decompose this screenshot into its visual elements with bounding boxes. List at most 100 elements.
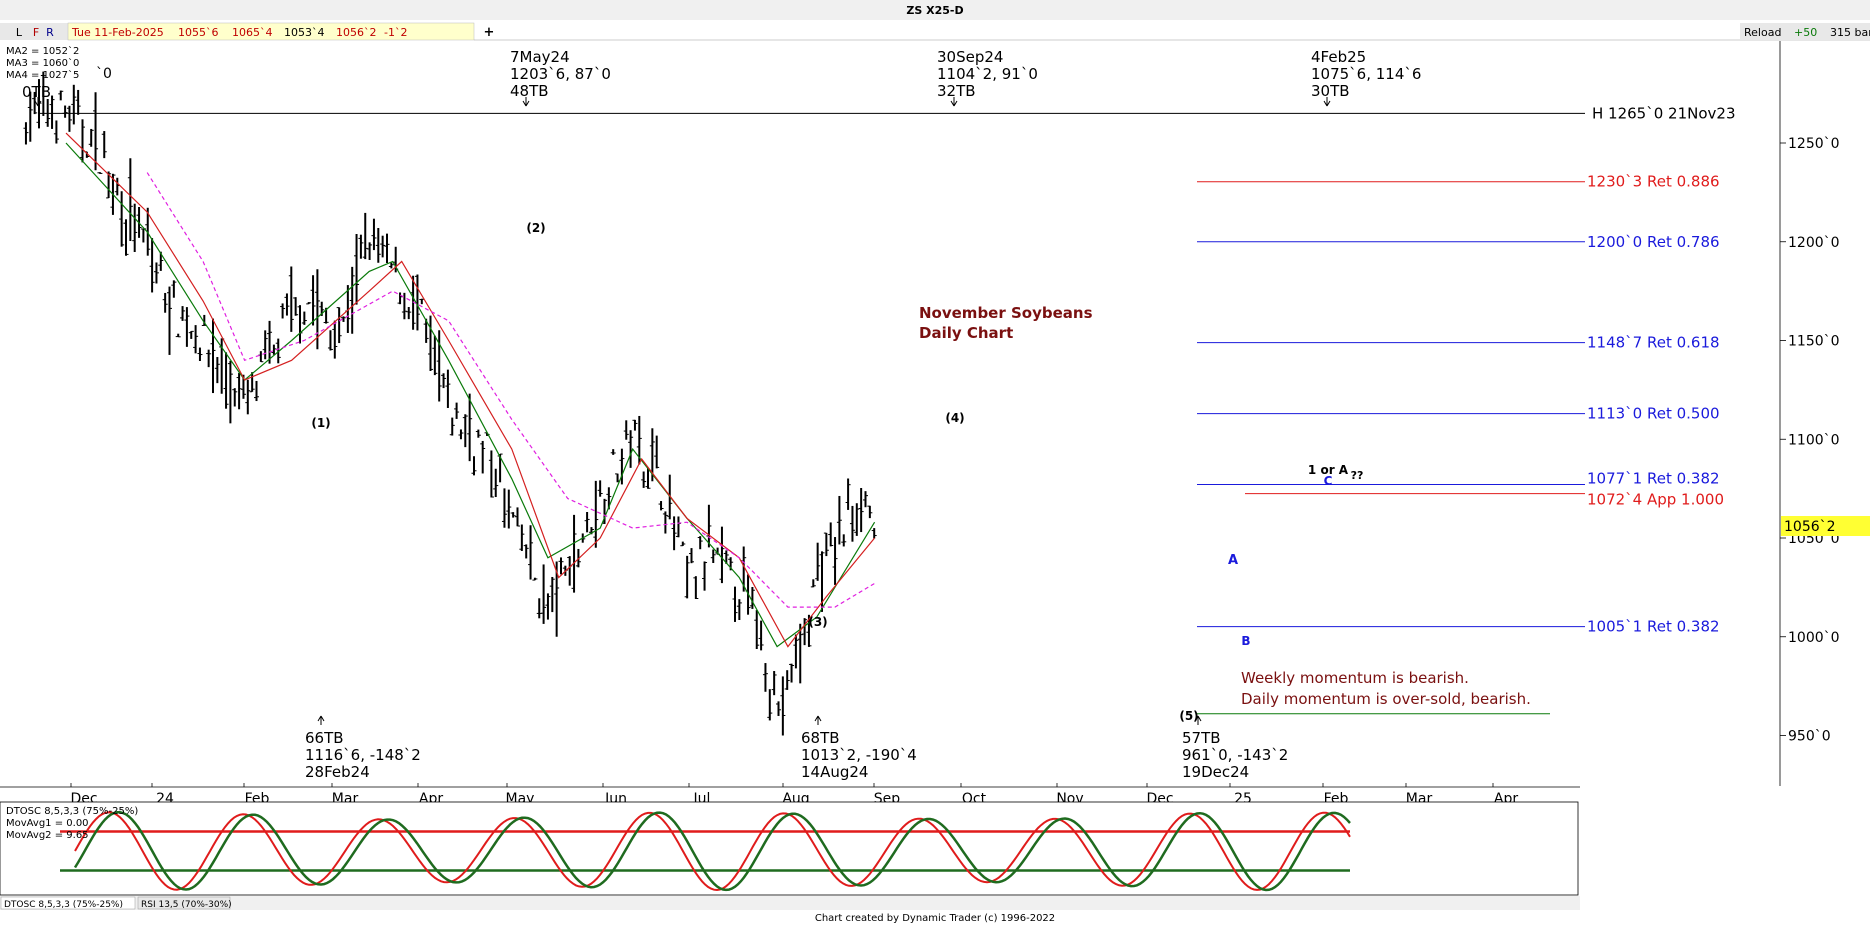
bars-delta: +50 — [1794, 26, 1817, 39]
y-tick-label: 1200`0 — [1788, 235, 1840, 251]
pivot-arrow — [34, 97, 42, 107]
pivot-label: 30TB — [1311, 82, 1350, 100]
last-price-label: 1056`2 — [1784, 519, 1836, 535]
wave-label: (5) — [1179, 709, 1198, 723]
window-title: ZS X25-D — [906, 4, 963, 17]
pivot-label: 66TB — [305, 729, 344, 747]
button-R[interactable]: R — [46, 26, 54, 39]
level-label: 1148`7 Ret 0.618 — [1587, 334, 1720, 352]
tab-dtosc[interactable]: DTOSC 8,5,3,3 (75%-25%) — [0, 896, 136, 910]
footer-credit: Chart created by Dynamic Trader (c) 1996… — [815, 913, 1055, 924]
level-label: 1072`4 App 1.000 — [1587, 491, 1724, 509]
last-price-box — [1781, 516, 1870, 536]
info-change: -1`2 — [384, 26, 407, 39]
wave-label: (3) — [808, 615, 827, 629]
level-label: 1200`0 Ret 0.786 — [1587, 233, 1720, 251]
reload-button[interactable]: Reload — [1744, 26, 1781, 39]
level-label: H 1265`0 21Nov23 — [1592, 104, 1735, 122]
osc-fast-line — [74, 811, 1351, 892]
info-close: 1056`2 — [336, 26, 377, 39]
pivot-label: 32TB — [937, 82, 976, 100]
button-F[interactable]: F — [33, 26, 39, 39]
annotation-daily: Daily momentum is over-sold, bearish. — [1241, 690, 1531, 708]
ma3-line — [65, 142, 876, 648]
wave-label: (2) — [526, 221, 545, 235]
info-low: 1053`4 — [284, 26, 325, 39]
info-high: 1065`4 — [232, 26, 273, 39]
pivot-label: 48TB — [510, 82, 549, 100]
level-label: 1230`3 Ret 0.886 — [1587, 173, 1720, 191]
y-tick-label: 1150`0 — [1788, 334, 1840, 350]
ma2-line — [65, 132, 876, 648]
button-L[interactable]: L — [16, 26, 23, 39]
info-bar — [67, 22, 475, 41]
svg-text:Reload: Reload — [1744, 26, 1781, 39]
svg-text:DTOSC 8,5,3,3 (75%-25%): DTOSC 8,5,3,3 (75%-25%) — [4, 900, 123, 910]
legend-partial: `0 — [96, 66, 112, 82]
pivot-label: 4Feb25 — [1311, 48, 1366, 66]
bars-count: 315 bars — [1830, 26, 1870, 39]
pivot-label: 1013`2, -190`4 — [801, 746, 917, 764]
pivot-arrow — [950, 97, 958, 107]
pivot-arrow — [522, 97, 530, 107]
osc-title: DTOSC 8,5,3,3 (75%-25%) — [6, 806, 138, 817]
pivot-label: 1116`6, -148`2 — [305, 746, 421, 764]
oscillator-lines — [60, 810, 1351, 892]
pivot-label: 14Aug24 — [801, 763, 868, 781]
level-label: 1005`1 Ret 0.382 — [1587, 618, 1720, 636]
pivot-label: 0TB — [22, 83, 51, 101]
y-tick-label: 1100`0 — [1788, 432, 1840, 448]
wave-label: B — [1241, 634, 1250, 648]
wave-label: 1 or A — [1308, 463, 1349, 477]
pivot-arrow — [1194, 715, 1202, 725]
pivot-label: 1104`2, 91`0 — [937, 65, 1038, 83]
wave-label: (1) — [311, 416, 330, 430]
y-tick-label: 1000`0 — [1788, 630, 1840, 646]
add-button[interactable]: + — [484, 25, 495, 40]
pivot-arrow — [317, 715, 325, 725]
pivot-arrow — [814, 715, 822, 725]
info-open: 1055`6 — [178, 26, 219, 39]
osc-series-1: MovAvg1 = 0.00 — [6, 818, 89, 829]
pivot-label: 1203`6, 87`0 — [510, 65, 611, 83]
pivot-label: 57TB — [1182, 729, 1221, 747]
ma3-legend: MA3 = 1060`0 — [6, 57, 79, 69]
annotation-weekly: Weekly momentum is bearish. — [1241, 669, 1469, 687]
wave-label: A — [1228, 553, 1238, 568]
wave-label: (4) — [945, 411, 964, 425]
osc-slow-line — [73, 810, 1351, 892]
price-bars — [23, 71, 877, 736]
chart-title: November Soybeans — [919, 304, 1093, 322]
ma4-line — [146, 172, 875, 608]
tab-rsi[interactable]: RSI 13,5 (70%-30%) — [137, 896, 232, 910]
level-lines: H 1265`0 21Nov23 1230`3 Ret 0.886 1200`0 R… — [38, 104, 1735, 715]
y-tick-label: 950`0 — [1788, 729, 1831, 745]
wave-label: ?? — [1351, 469, 1364, 482]
wave-labels: (1) (2) (3) (4) (5) A B C1 or A?? — [311, 221, 1363, 723]
svg-text:+: + — [484, 25, 495, 40]
svg-text:R: R — [46, 26, 54, 39]
pivot-label: 28Feb24 — [305, 763, 370, 781]
y-axis: 1250`01200`01150`01100`01050`01000`0950`… — [1780, 136, 1840, 745]
title-bar — [0, 0, 1870, 20]
wave-label: C — [1324, 474, 1333, 488]
moving-averages — [65, 132, 876, 648]
osc-series-2: MovAvg2 = 9.65 — [6, 830, 89, 841]
pivot-label: 19Dec24 — [1182, 763, 1249, 781]
pivot-label: 30Sep24 — [937, 48, 1003, 66]
level-label: 1113`0 Ret 0.500 — [1587, 405, 1720, 423]
ma2-legend: MA2 = 1052`2 — [6, 45, 79, 57]
chart-subtitle: Daily Chart — [919, 324, 1013, 342]
svg-text:F: F — [33, 26, 39, 39]
pivot-arrow — [1323, 97, 1331, 107]
info-date: Tue 11-Feb-2025 — [71, 26, 164, 39]
level-label: 1077`1 Ret 0.382 — [1587, 469, 1720, 487]
pivot-label: 1075`6, 114`6 — [1311, 65, 1421, 83]
y-tick-label: 1250`0 — [1788, 136, 1840, 152]
pivot-label: 7May24 — [510, 48, 570, 66]
pivot-label: 961`0, -143`2 — [1182, 746, 1288, 764]
svg-text:L: L — [16, 26, 23, 39]
svg-text:RSI 13,5 (70%-30%): RSI 13,5 (70%-30%) — [141, 900, 232, 910]
